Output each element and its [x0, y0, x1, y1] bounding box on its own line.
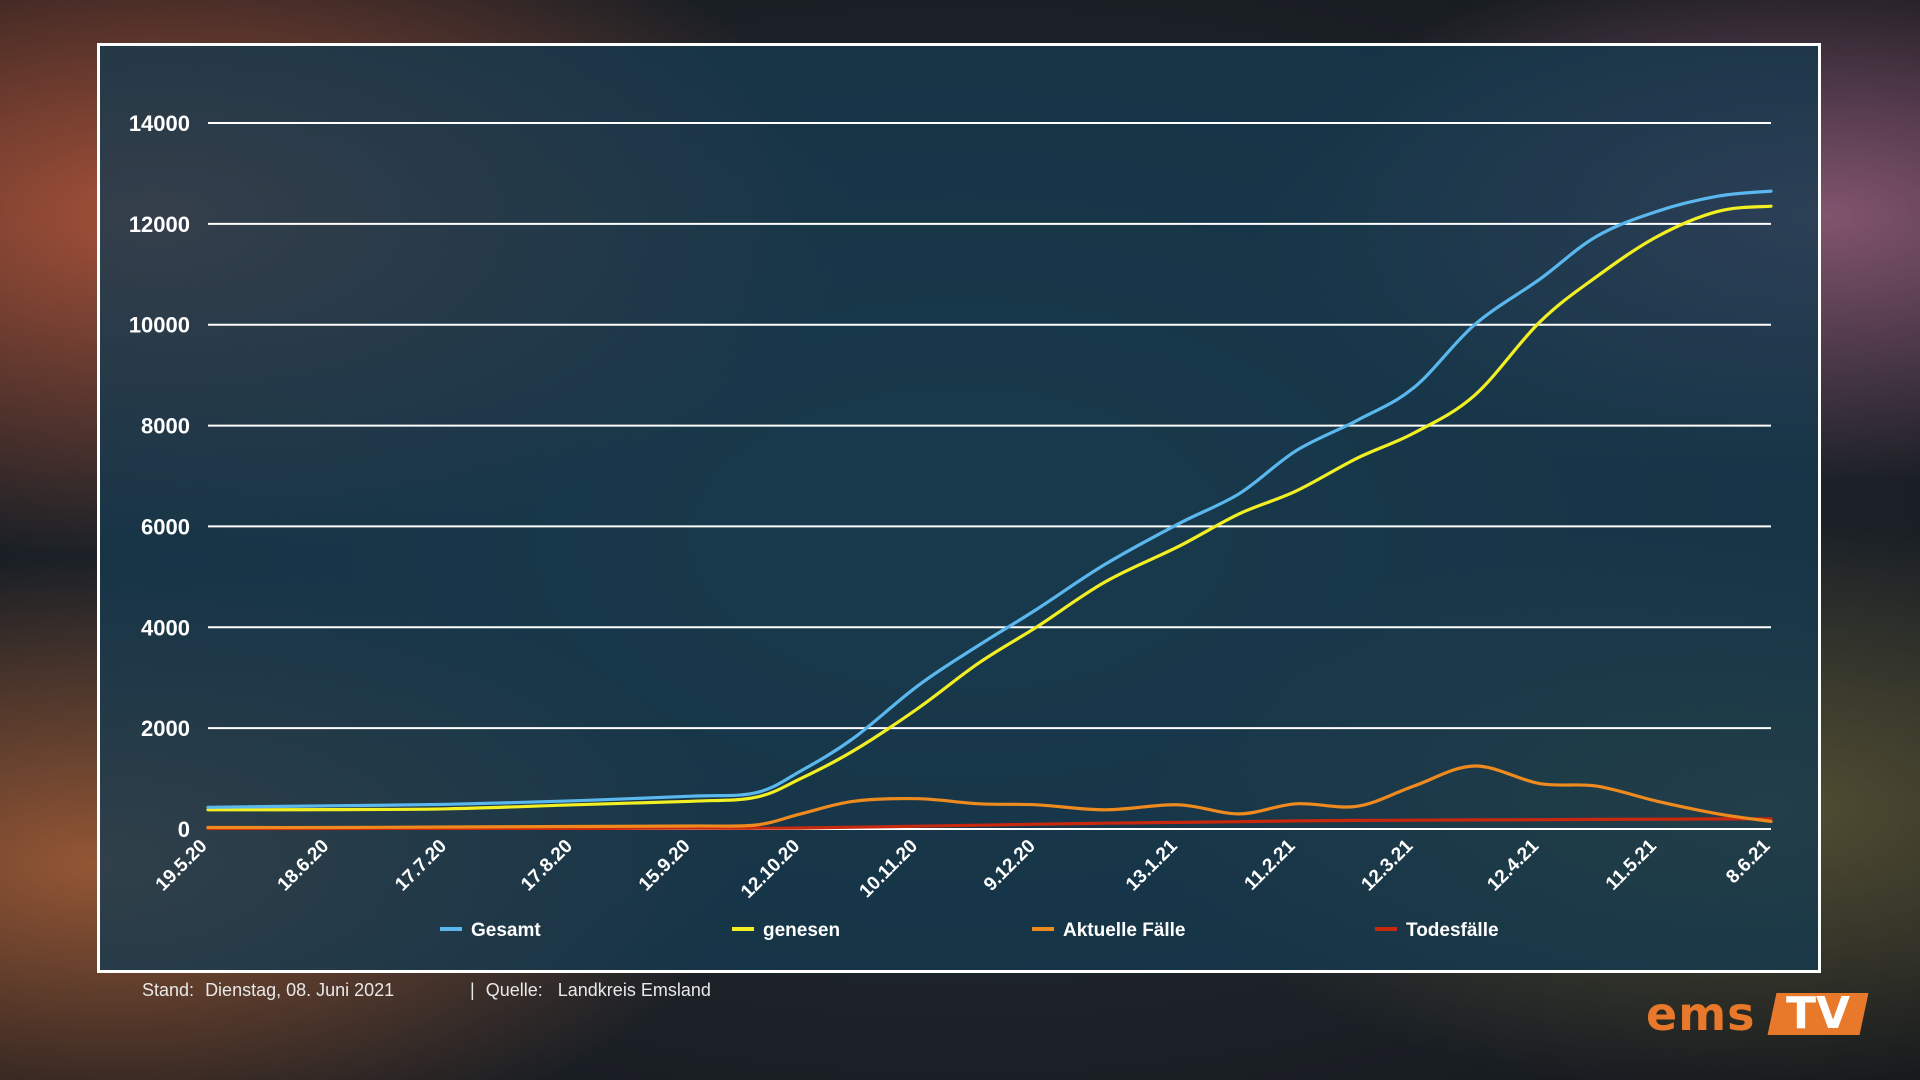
- legend-label: Todesfälle: [1406, 920, 1499, 941]
- y-tick-label: 0: [178, 817, 190, 842]
- logo-tv-text: TV: [1785, 988, 1851, 1039]
- stand-label: Stand:: [142, 980, 195, 1000]
- series-line-todesf-lle: [206, 817, 1773, 831]
- legend-label: Gesamt: [471, 920, 541, 941]
- ems-tv-logo: ems TV: [1646, 987, 1869, 1041]
- series-line-gesamt: [206, 189, 1773, 809]
- y-tick-label: 4000: [141, 615, 190, 640]
- x-tick-label: 12.3.21: [1358, 835, 1418, 895]
- y-tick-label: 2000: [141, 716, 190, 741]
- x-tick-label: 13.1.21: [1122, 835, 1182, 895]
- legend-label: genesen: [763, 920, 840, 941]
- separator: |: [470, 980, 475, 1000]
- source-value: Landkreis Emsland: [557, 980, 711, 1000]
- series-line-genesen: [206, 204, 1773, 812]
- x-tick-label: 12.4.21: [1483, 835, 1543, 895]
- x-tick-label: 11.5.21: [1602, 835, 1661, 894]
- y-tick-label: 14000: [129, 111, 190, 136]
- logo-ems-text: ems: [1646, 987, 1756, 1041]
- footer-source: | Quelle: Landkreis Emsland: [470, 980, 711, 1001]
- y-tick-label: 12000: [129, 212, 190, 237]
- x-tick-label: 17.8.20: [517, 836, 577, 896]
- x-tick-label: 9.12.20: [980, 836, 1040, 896]
- footer-stand: Stand: Dienstag, 08. Juni 2021: [142, 980, 394, 1001]
- x-tick-label: 10.11.20: [856, 836, 922, 902]
- logo-tv-badge: TV: [1767, 988, 1869, 1039]
- y-tick-label: 10000: [129, 313, 190, 338]
- legend-label: Aktuelle Fälle: [1063, 920, 1186, 941]
- x-tick-label: 12.10.20: [737, 836, 804, 903]
- source-label: Quelle:: [485, 980, 543, 1000]
- x-tick-label: 11.2.21: [1241, 835, 1300, 894]
- series-line-aktuelle-f-lle: [206, 764, 1773, 830]
- y-tick-label: 8000: [141, 414, 190, 439]
- stand-value: Dienstag, 08. Juni 2021: [205, 980, 395, 1000]
- x-tick-label: 17.7.20: [391, 836, 451, 896]
- x-tick-label: 18.6.20: [274, 836, 334, 896]
- x-tick-label: 15.9.20: [635, 836, 695, 896]
- x-tick-label: 19.5.20: [152, 836, 212, 896]
- y-tick-label: 6000: [141, 514, 190, 539]
- line-chart: 0 2000 4000 6000 8000 10000 12000 14000 19.5.20 1…: [129, 111, 1775, 941]
- x-tick-label: 8.6.21: [1722, 835, 1775, 888]
- chart-frame: 0 2000 4000 6000 8000 10000 12000 14000 19.5.20 1…: [97, 43, 1821, 973]
